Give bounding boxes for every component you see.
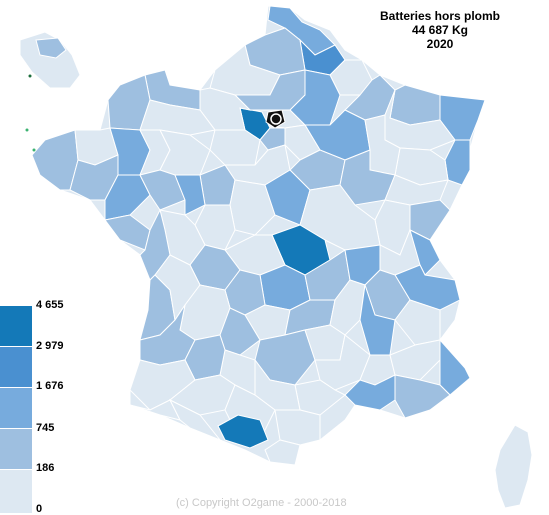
legend-label-6: 0 — [36, 503, 43, 515]
dept-haute-savoie — [409, 229, 441, 276]
legend-label-3: 1 676 — [36, 380, 64, 392]
dept-aude — [274, 409, 321, 446]
map-title: Batteries hors plomb 44 687 Kg 2020 — [360, 9, 520, 51]
paris-inset-ring — [270, 113, 282, 125]
dept-paris — [265, 109, 286, 129]
legend-label-4: 745 — [36, 422, 55, 434]
island-dot-2 — [32, 148, 36, 152]
dept-hautes-pyr — [168, 398, 222, 442]
island-dot-3 — [28, 74, 32, 78]
legend-label-5: 186 — [36, 462, 55, 474]
dept-morbihan — [69, 154, 119, 201]
title-line-3: 2020 — [426, 37, 454, 51]
legend-swatch-4 — [0, 428, 32, 469]
island-dot-1 — [25, 128, 29, 132]
legend-swatch-3 — [0, 387, 32, 428]
legend-label-2: 2 979 — [36, 340, 64, 352]
island-top-left — [19, 31, 81, 89]
dept-hautes-alpes — [394, 299, 441, 346]
corsica — [494, 424, 533, 509]
dept-finistere — [31, 129, 79, 191]
legend-swatch-5 — [0, 469, 32, 513]
departments — [31, 5, 486, 466]
dept-pyr-orient — [264, 439, 301, 466]
dept-ariege — [217, 414, 269, 449]
legend-swatch-2 — [0, 346, 32, 387]
dept-var — [394, 374, 451, 419]
title-line-2: 44 687 Kg — [411, 23, 469, 37]
island-top-left-blue — [35, 37, 67, 59]
dept-indre-loire — [174, 174, 206, 216]
dept-alpes-mar — [439, 338, 471, 396]
copyright-text: (c) Copyright O2game - 2000-2018 — [176, 497, 347, 509]
dept-moselle — [389, 84, 441, 126]
legend-swatch-1 — [0, 305, 32, 346]
dept-bouches-rhone — [344, 374, 396, 411]
legend-label-1: 4 655 — [36, 299, 64, 311]
title-line-1: Batteries hors plomb — [379, 9, 501, 23]
